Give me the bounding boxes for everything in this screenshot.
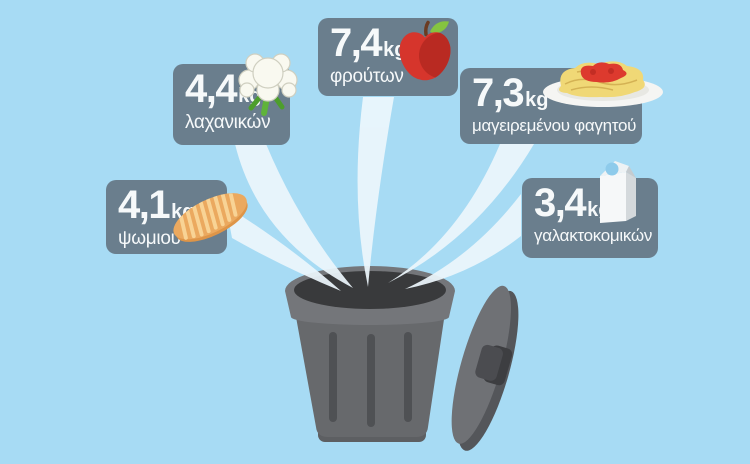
- trash-can-opening: [294, 271, 446, 309]
- streak-vegetables: [235, 144, 353, 288]
- cauliflower-icon: [238, 53, 298, 116]
- bread-category: ψωμιού: [118, 227, 181, 249]
- fruits-amount: 7,4: [330, 21, 383, 65]
- dairy-amount: 3,4: [534, 181, 587, 225]
- trash-can: [285, 266, 519, 451]
- streaks: [226, 97, 534, 291]
- streak-cooked-food: [388, 144, 534, 283]
- streak-fruits: [357, 97, 394, 287]
- amount-row: 7,3 kg: [472, 73, 636, 114]
- cooked-food-amount: 7,3: [472, 71, 525, 115]
- cooked-food-category: μαγειρεμένου φαγητού: [472, 115, 637, 135]
- amount-row: 4,1 kg: [118, 185, 221, 226]
- bread-amount: 4,1: [118, 183, 171, 227]
- fruits-category: φρούτων: [330, 65, 404, 87]
- dairy-category: γαλακτοκομικών: [534, 225, 653, 245]
- vegetables-category: λαχανικών: [185, 111, 271, 133]
- vegetables-amount: 4,4: [185, 67, 238, 111]
- spaghetti-plate-icon: [543, 61, 663, 107]
- cooked-food-unit: kg: [525, 89, 549, 111]
- trash-can-lid: [451, 285, 519, 451]
- apple-icon: [399, 20, 451, 81]
- streak-dairy: [405, 194, 521, 289]
- streak-bread: [226, 206, 341, 291]
- milk-carton-icon: [600, 161, 636, 223]
- trash-can-stripes: [329, 332, 412, 427]
- bread-icon: [173, 187, 248, 242]
- lid-handle: [475, 344, 503, 381]
- panel-dairy: 3,4 kg γαλακτοκομικών: [522, 178, 658, 258]
